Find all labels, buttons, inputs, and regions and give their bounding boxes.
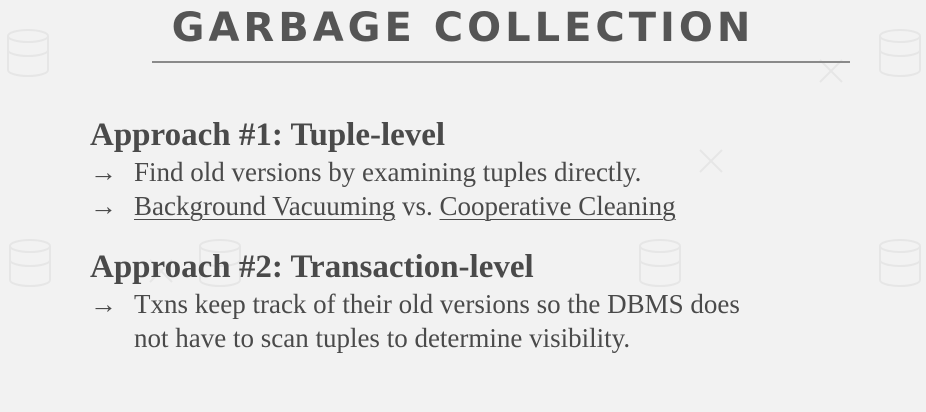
cross-mark-icon: [819, 59, 843, 83]
bullet-item: → Background Vacuuming vs. Cooperative C…: [90, 189, 890, 223]
arrow-icon: →: [90, 191, 117, 221]
background-vacuuming-link[interactable]: Background Vacuuming: [134, 191, 396, 221]
bullet-item: → Find old versions by examining tuples …: [90, 155, 890, 189]
bullet-text: Find old versions by examining tuples di…: [134, 157, 642, 187]
slide-title: GARBAGE COLLECTION: [171, 5, 755, 51]
approach-1-heading: Approach #1: Tuple-level: [90, 117, 446, 153]
title-divider: [152, 61, 850, 63]
vs-text: vs.: [395, 191, 440, 221]
bullet-text-line-1: Txns keep track of their old versions so…: [134, 289, 740, 319]
slide-content: Approach #1: Tuple-level → Find old vers…: [90, 115, 890, 379]
arrow-icon: →: [90, 289, 117, 319]
database-icon: [9, 239, 51, 287]
approach-2-heading: Approach #2: Transaction-level: [90, 249, 534, 285]
bullet-text: Background Vacuuming vs. Cooperative Cle…: [134, 189, 890, 223]
bullet-text-line-2: not have to scan tuples to determine vis…: [134, 323, 631, 353]
bullet-text: Txns keep track of their old versions so…: [134, 287, 890, 355]
approach-1-section: Approach #1: Tuple-level → Find old vers…: [90, 115, 890, 223]
arrow-icon: →: [90, 157, 117, 187]
bullet-item: → Txns keep track of their old versions …: [90, 287, 890, 355]
approach-2-section: Approach #2: Transaction-level → Txns ke…: [90, 247, 890, 355]
cooperative-cleaning-link[interactable]: Cooperative Cleaning: [439, 191, 676, 221]
